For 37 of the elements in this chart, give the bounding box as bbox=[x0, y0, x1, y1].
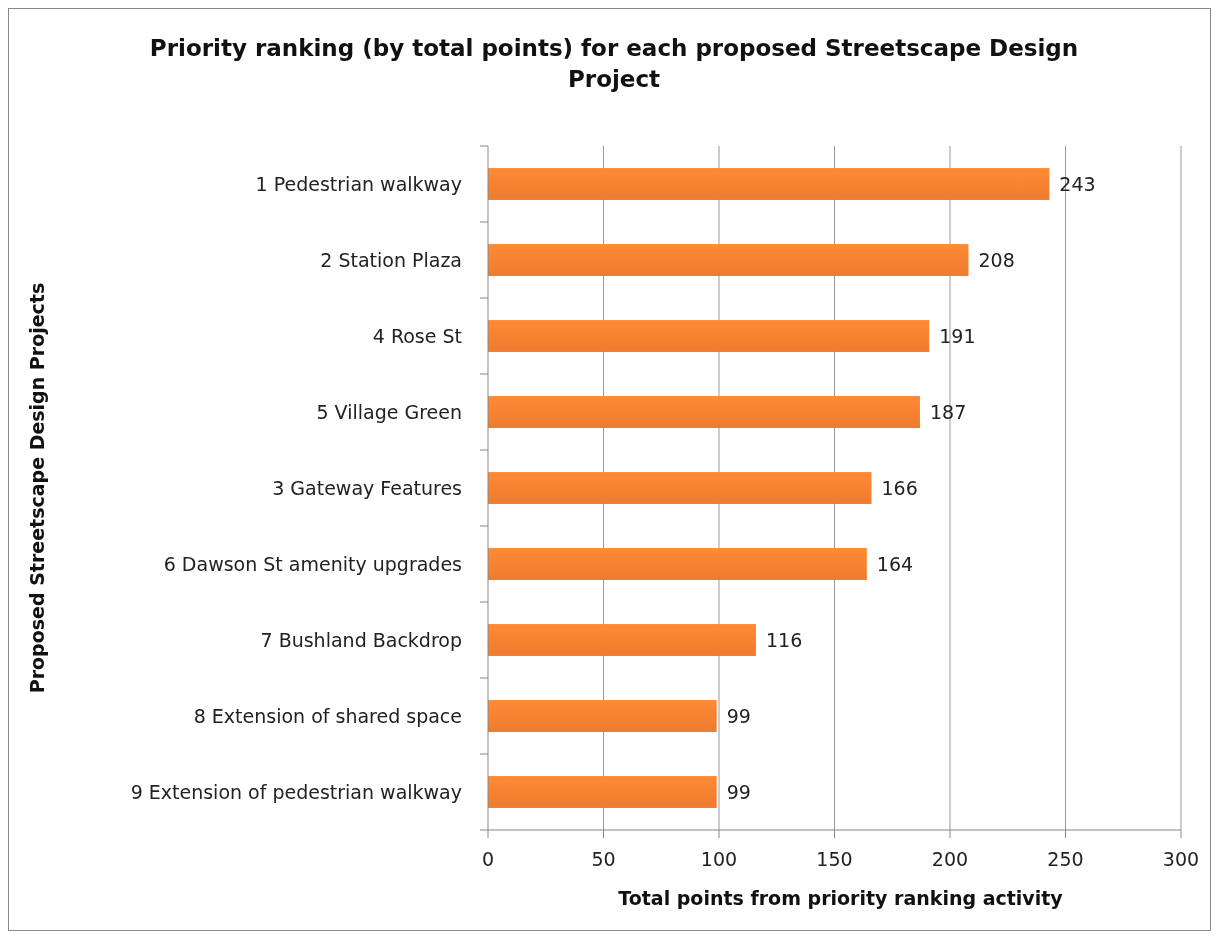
data-label: 116 bbox=[765, 628, 803, 651]
x-tick-label: 0 bbox=[481, 848, 495, 870]
bar bbox=[488, 624, 756, 656]
data-label: 243 bbox=[1059, 172, 1096, 195]
bar bbox=[488, 472, 872, 504]
y-tick-label: 2 Station Plaza bbox=[320, 248, 462, 271]
x-tick-label: 300 bbox=[1162, 848, 1200, 870]
data-label: 166 bbox=[881, 476, 918, 499]
y-tick-label: 5 Village Green bbox=[316, 400, 462, 423]
data-label: 187 bbox=[929, 400, 967, 423]
bar bbox=[488, 548, 867, 580]
y-tick-label: 8 Extension of shared space bbox=[193, 704, 462, 727]
data-label: 191 bbox=[939, 324, 976, 347]
x-tick-label: 50 bbox=[591, 848, 616, 870]
bar bbox=[488, 776, 717, 808]
chart-title: Priority ranking (by total points) for each proposed Streetscape Design Project bbox=[149, 35, 1079, 92]
y-axis-title: Proposed Streetscape Design Projects bbox=[26, 282, 48, 694]
y-tick-label: 7 Bushland Backdrop bbox=[260, 628, 462, 651]
y-tick-label: 3 Gateway Features bbox=[272, 476, 462, 499]
y-tick-label: 1 Pedestrian walkway bbox=[255, 172, 462, 195]
y-tick-label: 6 Dawson St amenity upgrades bbox=[163, 552, 462, 575]
x-tick-label: 200 bbox=[931, 848, 969, 870]
bar bbox=[488, 700, 717, 732]
bar bbox=[488, 168, 1050, 200]
x-tick-label: 250 bbox=[1047, 848, 1084, 870]
bar bbox=[488, 396, 920, 428]
data-label: 99 bbox=[726, 704, 751, 727]
bar bbox=[488, 244, 969, 276]
x-tick-label: 150 bbox=[816, 848, 853, 870]
data-label: 164 bbox=[876, 552, 914, 575]
bar bbox=[488, 320, 930, 352]
x-tick-label: 100 bbox=[700, 848, 738, 870]
x-axis-title: Total points from priority ranking activity bbox=[618, 887, 1064, 909]
data-label: 208 bbox=[978, 248, 1015, 271]
y-tick-label: 9 Extension of pedestrian walkway bbox=[130, 780, 462, 803]
data-label: 99 bbox=[726, 780, 751, 803]
y-tick-label: 4 Rose St bbox=[372, 324, 462, 347]
